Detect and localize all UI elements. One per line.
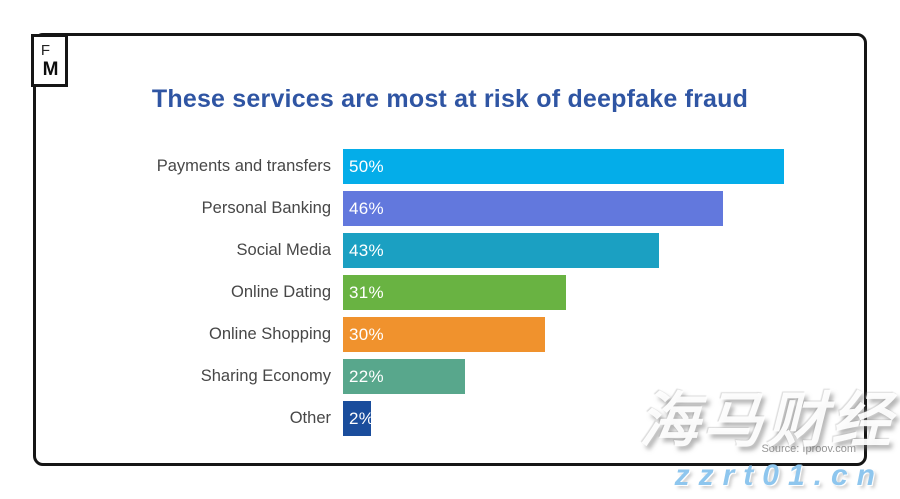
brand-logo: F M <box>31 34 68 87</box>
bar-category-label: Personal Banking <box>201 199 331 217</box>
bar-row: Other 2% <box>70 401 795 436</box>
bar-track: 30% <box>343 317 795 352</box>
bar-value-label: 43% <box>349 240 384 260</box>
bar-row: Online Shopping 30% <box>70 317 795 352</box>
bar-row: Payments and transfers 50% <box>70 149 795 184</box>
bar: 50% <box>343 149 784 184</box>
bar-row: Online Dating 31% <box>70 275 795 310</box>
bar-track: 31% <box>343 275 795 310</box>
bar-track: 2% <box>343 401 795 436</box>
bar-category-label: Payments and transfers <box>156 157 331 175</box>
bar-value-label: 31% <box>349 282 384 302</box>
bar-value-label: 46% <box>349 198 384 218</box>
bar: 30% <box>343 317 545 352</box>
bar-track: 43% <box>343 233 795 268</box>
source-attribution: Source: Iproov.com <box>761 443 856 455</box>
bar-row: Sharing Economy 22% <box>70 359 795 394</box>
bar-value-label: 22% <box>349 366 384 386</box>
bar-chart: Payments and transfers 50% Personal Bank… <box>70 149 795 443</box>
bar: 22% <box>343 359 465 394</box>
bar: 31% <box>343 275 566 310</box>
chart-frame <box>33 33 867 466</box>
bar-category-label: Social Media <box>236 241 331 259</box>
bar-category-label: Other <box>289 409 331 427</box>
bar: 43% <box>343 233 660 268</box>
brand-logo-letter-f: F <box>40 41 51 59</box>
bar-track: 50% <box>343 149 795 184</box>
bar-value-label: 30% <box>349 324 384 344</box>
watermark-cjk: 海马财经 <box>639 387 895 454</box>
watermark-url: zzrt01.cn <box>674 459 884 492</box>
bar-category-label: Online Dating <box>231 283 331 301</box>
chart-title: These services are most at risk of deepf… <box>151 85 749 113</box>
bar-row: Social Media 43% <box>70 233 795 268</box>
bar-category-label: Online Shopping <box>208 325 331 343</box>
bar-row: Personal Banking 46% <box>70 191 795 226</box>
bar-value-label: 2% <box>349 408 375 428</box>
bar-category-label: Sharing Economy <box>200 367 331 385</box>
bar-track: 22% <box>343 359 795 394</box>
bar: 46% <box>343 191 723 226</box>
bar: 2% <box>343 401 375 436</box>
bar-track: 46% <box>343 191 795 226</box>
bar-value-label: 50% <box>349 156 384 176</box>
brand-logo-letter-m: M <box>42 58 59 80</box>
